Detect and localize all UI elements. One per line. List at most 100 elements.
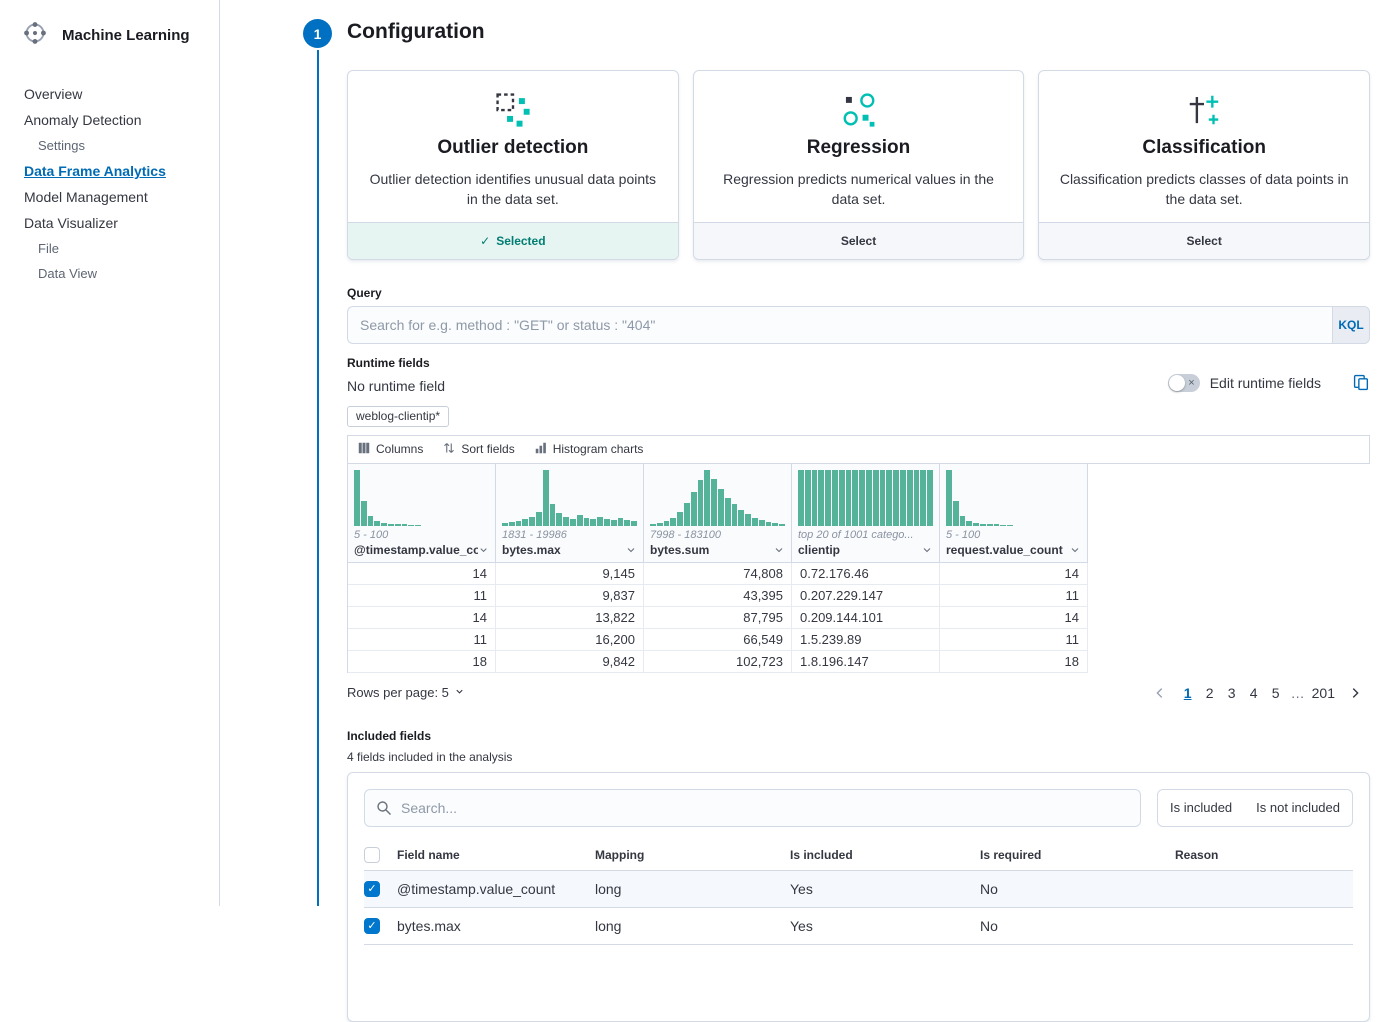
sidebar-item-file[interactable]: File [38,241,59,256]
sort-fields-button[interactable]: Sort fields [443,442,515,457]
column-name-button[interactable]: request.value_count [940,542,1087,562]
edit-runtime-fields-toggle[interactable]: × [1167,373,1200,392]
grid-cell[interactable]: 14 [348,606,496,628]
grid-cell[interactable]: 9,842 [496,650,644,672]
column-name-button[interactable]: clientip [792,542,939,562]
grid-cell[interactable]: 0.72.176.46 [792,562,940,584]
sidebar-item-model-management[interactable]: Model Management [24,189,148,205]
kql-button[interactable]: KQL [1332,305,1370,344]
grid-cell[interactable]: 18 [940,650,1088,672]
sidebar-item-anomaly-detection[interactable]: Anomaly Detection [24,112,142,128]
grid-cell[interactable]: 0.207.229.147 [792,584,940,606]
grid-cell[interactable]: 9,145 [496,562,644,584]
page-4-button[interactable]: 4 [1249,684,1258,701]
grid-cell[interactable]: 74,808 [644,562,792,584]
filter-is-included-button[interactable]: Is included [1170,800,1233,816]
page-2-button[interactable]: 2 [1205,684,1214,701]
field-cell: bytes.max [397,917,461,934]
job-type-card[interactable]: Outlier detection Outlier detection iden… [347,70,679,260]
grid-cell[interactable]: 14 [348,562,496,584]
field-cell: long [595,917,622,934]
step-number-badge: 1 [303,19,332,48]
copy-icon[interactable] [1353,374,1370,391]
grid-cell[interactable]: 14 [940,606,1088,628]
fields-search-input[interactable] [364,788,1141,827]
sidebar-item-overview[interactable]: Overview [24,86,83,102]
grid-cell[interactable]: 16,200 [496,628,644,650]
previous-page-button[interactable] [1145,686,1175,700]
card-description: Classification predicts classes of data … [1059,171,1349,208]
card-description: Outlier detection identifies unusual dat… [369,171,657,208]
job-type-card[interactable]: Classification Classification predicts c… [1038,70,1371,260]
grid-row: 14 13,822 87,795 0.209.144.101 14 [348,606,1088,629]
field-cell: long [595,880,622,897]
filter-is-not-included-button[interactable]: Is not included [1256,800,1340,816]
column-name-button[interactable]: @timestamp.value_cou [348,542,495,562]
query-label: Query [347,285,382,300]
sidebar-item-settings[interactable]: Settings [38,138,85,153]
grid-cell[interactable]: 1.5.239.89 [792,628,940,650]
grid-cell[interactable]: 1.8.196.147 [792,650,940,672]
card-title: Regression [806,137,911,158]
grid-cell[interactable]: 0.209.144.101 [792,606,940,628]
app-header: Machine Learning [0,0,219,61]
card-description: Regression predicts numerical values in … [723,171,994,208]
page-title: Configuration [347,20,485,43]
column-header-bytes.max: 1831 - 19986 bytes.max [496,463,644,563]
grid-cell[interactable]: 11 [348,628,496,650]
grid-cell[interactable]: 14 [940,562,1088,584]
page-201-button[interactable]: 201 [1311,684,1335,701]
page-3-button[interactable]: 3 [1227,684,1236,701]
grid-cell[interactable]: 11 [348,584,496,606]
sidebar-item-data-visualizer[interactable]: Data Visualizer [24,215,118,231]
select-all-checkbox[interactable] [364,847,380,864]
grid-cell[interactable]: 102,723 [644,650,792,672]
grid-cell[interactable]: 66,549 [644,628,792,650]
histogram-icon [535,442,547,457]
histogram-charts-button[interactable]: Histogram charts [535,442,643,457]
column-name-button[interactable]: bytes.max [496,542,643,562]
grid-row: 14 9,145 74,808 0.72.176.46 14 [348,562,1088,585]
row-checkbox[interactable]: ✓ [364,917,380,934]
grid-cell[interactable]: 13,822 [496,606,644,628]
column-header-clientip: top 20 of 1001 catego... clientip [792,463,940,563]
column-header-is-included: Is included [790,848,853,863]
columns-button[interactable]: Columns [358,442,423,457]
included-fields-panel: Is included Is not included Field name Ma… [347,771,1370,1022]
rows-per-page-button[interactable]: Rows per page: 5 [347,685,465,700]
job-type-cards: Outlier detection Outlier detection iden… [347,70,1371,260]
page-5-button[interactable]: 5 [1271,684,1280,701]
next-page-button[interactable] [1340,686,1370,700]
sidebar-item-data-view[interactable]: Data View [38,266,98,281]
machine-learning-logo-icon [20,18,50,53]
pagination-pages: 1 2 3 4 5 … 201 [1177,683,1338,703]
grid-cell[interactable]: 11 [940,628,1088,650]
pagination-ellipsis: … [1290,684,1305,701]
grid-cell[interactable]: 11 [940,584,1088,606]
grid-cell[interactable]: 87,795 [644,606,792,628]
histogram-chart [496,464,643,526]
check-icon: ✓ [480,233,491,248]
query-input[interactable] [347,305,1332,344]
job-type-card[interactable]: Regression Regression predicts numerical… [692,70,1025,260]
sidebar-item-data-frame-analytics[interactable]: Data Frame Analytics [24,163,166,179]
included-fields-label: Included fields [347,728,432,743]
select-classification-button[interactable]: ✓ Select [1039,221,1370,259]
grid-cell[interactable]: 9,837 [496,584,644,606]
grid-cell[interactable]: 18 [348,650,496,672]
field-cell: No [980,917,998,934]
search-icon [376,800,392,821]
select-outlier-detection-button[interactable]: ✓ Selected [348,221,678,259]
column-range-label: 1831 - 19986 [502,528,567,541]
row-checkbox[interactable]: ✓ [364,880,380,897]
column-range-label: 5 - 100 [354,528,389,541]
column-name-button[interactable]: bytes.sum [644,542,791,562]
page-1-button[interactable]: 1 [1183,684,1192,701]
field-row: ✓ @timestamp.value_count long Yes No [364,870,1353,908]
select-regression-button[interactable]: ✓ Select [693,221,1024,259]
grid-cell[interactable]: 43,395 [644,584,792,606]
sidebar-nav: Overview Anomaly Detection Settings Data Fr… [0,81,219,286]
outlier-detection-icon [364,89,662,131]
runtime-fields-status: No runtime field [347,377,446,394]
index-pattern-chip[interactable]: weblog-clientip* [347,405,450,427]
